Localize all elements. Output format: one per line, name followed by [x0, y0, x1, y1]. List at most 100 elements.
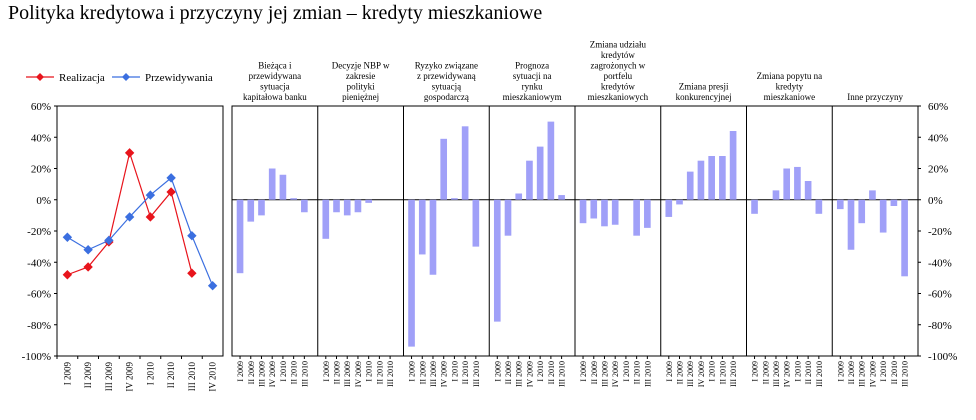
line-chart-panel: 60% 40% 20% 0% -20% -40% -60% -80% -100% I 2009 II…: [22, 101, 224, 392]
y-tick-label: 0%: [928, 195, 943, 207]
data-point: [62, 270, 73, 280]
data-point: [124, 148, 135, 158]
x-tick-label: II 2009: [333, 361, 342, 384]
y-tick-label: -20%: [27, 226, 51, 238]
x-tick-label: IV 2009: [125, 362, 135, 392]
bar: [686, 171, 694, 200]
x-tick-label: III 2009: [343, 361, 352, 387]
bar: [354, 199, 362, 213]
bar: [504, 199, 512, 236]
group-label: Zmiana popytu na kredyty mieszkaniowe: [757, 71, 822, 102]
x-tick-label: II 2010: [290, 361, 299, 384]
bar: [729, 131, 737, 200]
x-tick-label: II 2010: [804, 361, 813, 384]
group-label: Zmiana presji konkurencyjnej: [676, 82, 732, 103]
y-tick-label: 40%: [928, 132, 948, 144]
x-tick-label: IV 2009: [611, 361, 620, 387]
data-point: [145, 212, 156, 222]
x-tick-label: I 2010: [793, 361, 802, 382]
x-tick-label: III 2010: [386, 361, 395, 387]
x-tick-label: II 2010: [633, 361, 642, 384]
y-tick-label: 60%: [928, 101, 948, 113]
bar: [408, 199, 415, 347]
bar: [247, 199, 255, 222]
y-tick-label: 20%: [928, 164, 948, 176]
data-point: [62, 232, 73, 242]
bar: [429, 199, 437, 275]
bar: [536, 146, 544, 200]
x-tick-label: I 2009: [408, 361, 417, 382]
data-point: [83, 245, 93, 255]
bar: [783, 168, 791, 200]
bar: [472, 199, 480, 247]
bar: [815, 199, 823, 214]
x-tick-label: IV 2009: [697, 361, 706, 387]
x-tick-label: III 2009: [515, 361, 524, 387]
x-tick-label: I 2009: [236, 361, 245, 382]
group-label: Decyzje NBP w zakresie polityki pieniężnej: [332, 61, 390, 103]
bar: [493, 199, 501, 322]
x-tick-label: I 2009: [579, 361, 588, 382]
bar: [772, 190, 780, 200]
x-tick-label: III 2009: [257, 361, 266, 387]
y-tick-label: -40%: [928, 257, 952, 269]
bar: [579, 199, 587, 224]
x-tick-label: II 2009: [676, 361, 685, 384]
y-tick-label: -60%: [27, 289, 51, 301]
bar: [333, 199, 340, 213]
x-tick-label: IV 2009: [868, 361, 877, 387]
x-tick-label: II 2010: [547, 361, 556, 384]
x-tick-label: III 2009: [429, 361, 438, 387]
x-tick-label: III 2010: [472, 361, 481, 387]
y-tick-label: 20%: [31, 164, 51, 176]
y-tick-label: 60%: [31, 101, 51, 113]
x-tick-label: III 2010: [558, 361, 567, 387]
bar: [719, 156, 726, 200]
x-tick-label: III 2009: [858, 361, 867, 387]
y-tick-label: -80%: [27, 320, 51, 332]
x-tick-label: I 2010: [622, 361, 631, 382]
bar: [418, 199, 426, 255]
bar: [847, 199, 855, 250]
y-tick-label: 40%: [31, 132, 51, 144]
bar: [601, 199, 608, 227]
data-point: [83, 262, 93, 272]
x-tick-label: I 2010: [450, 361, 459, 382]
bar: [633, 199, 640, 236]
bar: [290, 198, 297, 200]
line-plot-frame: [56, 105, 224, 357]
bar-chart-panel: 60% 40% 20% 0% -20% -40% -60% -80% -100% Bieżąca …: [231, 40, 957, 387]
x-tick-label: III 2009: [104, 362, 114, 392]
bar: [461, 126, 469, 200]
x-tick-label: IV 2009: [783, 361, 792, 387]
legend-label: Realizacja: [59, 72, 105, 84]
x-tick-label: IV 2009: [268, 361, 277, 387]
x-tick-label: IV 2010: [208, 362, 218, 392]
bar: [451, 198, 458, 200]
bar: [751, 199, 758, 214]
x-tick-label: IV 2009: [440, 361, 449, 387]
group-label: Inne przyczyny: [847, 92, 903, 102]
x-tick-label: II 2009: [247, 361, 256, 384]
x-tick-label: II 2010: [166, 362, 176, 389]
x-tick-label: III 2010: [643, 361, 652, 387]
legend-label: Przewidywania: [145, 72, 213, 84]
x-tick-label: II 2009: [590, 361, 599, 384]
data-point: [207, 280, 218, 291]
bar: [590, 199, 598, 219]
x-tick-label: II 2009: [418, 361, 427, 384]
y-tick-label: -80%: [928, 320, 952, 332]
bar: [665, 199, 673, 217]
bar: [611, 199, 619, 225]
x-tick-label: III 2010: [729, 361, 738, 387]
x-tick-label: III 2010: [901, 361, 910, 387]
bar: [526, 160, 533, 200]
x-tick-label: III 2009: [600, 361, 609, 387]
data-point: [187, 268, 197, 278]
legend-marker: [122, 73, 130, 81]
bar: [697, 160, 705, 200]
line-chart-legend: Realizacja Przewidywania: [26, 72, 213, 84]
x-tick-label: I 2009: [665, 361, 674, 382]
x-tick-label: I 2009: [62, 362, 72, 386]
